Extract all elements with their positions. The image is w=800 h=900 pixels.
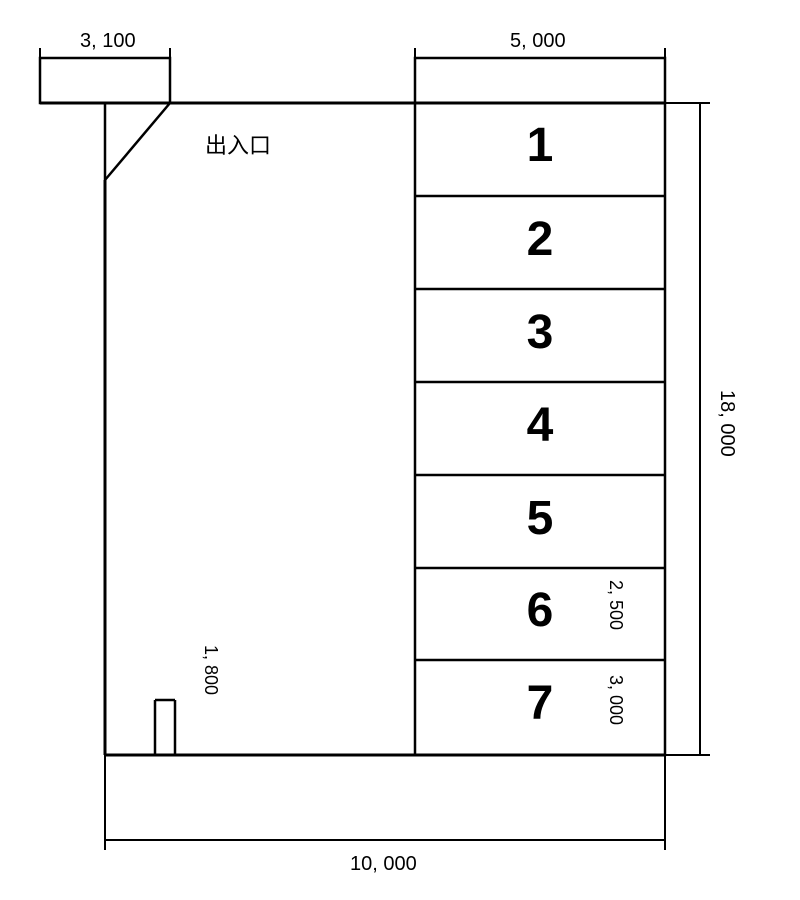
dim-space7: 3, 000 — [605, 675, 626, 725]
dim-right: 18, 000 — [715, 390, 738, 457]
dim-space6: 2, 500 — [605, 580, 626, 630]
parking-space-5: 5 — [510, 491, 570, 546]
entrance-label: 出入口 — [205, 128, 271, 160]
parking-space-4: 4 — [510, 398, 570, 453]
dim-bottom: 10, 000 — [350, 853, 417, 876]
parking-space-2: 2 — [510, 212, 570, 267]
parking-space-7: 7 — [510, 676, 570, 731]
parking-space-3: 3 — [510, 305, 570, 360]
parking-space-1: 1 — [510, 118, 570, 173]
top-box — [40, 58, 170, 103]
dim-top-left: 3, 100 — [80, 30, 136, 53]
parking-space-6: 6 — [510, 583, 570, 638]
floorplan-svg — [0, 0, 800, 900]
parking-floorplan: 3, 100 5, 000 18, 000 10, 000 1, 800 2, … — [0, 0, 800, 900]
dim-step: 1, 800 — [200, 645, 221, 695]
dim-top-right: 5, 000 — [510, 30, 566, 53]
